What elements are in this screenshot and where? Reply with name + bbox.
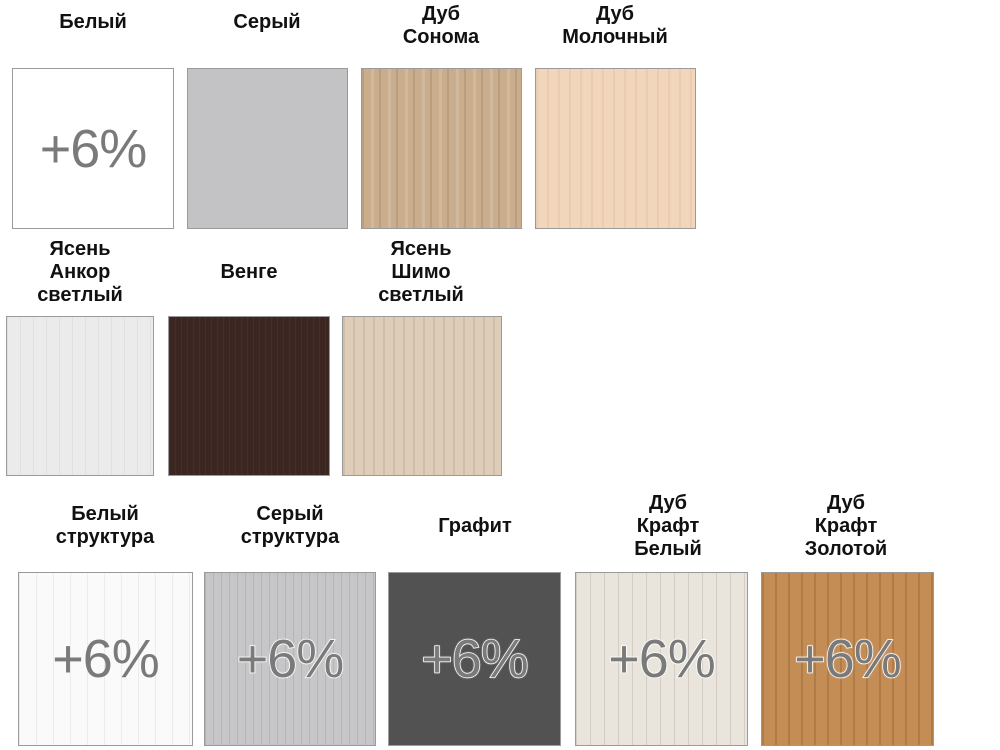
color-swatch[interactable]	[6, 316, 154, 476]
price-surcharge-badge: +6%	[52, 629, 160, 689]
swatch-label: Белый структура	[5, 503, 205, 549]
swatch-label: Дуб Крафт Белый	[568, 492, 768, 561]
color-swatch[interactable]	[535, 68, 696, 229]
swatch-label: Дуб Сонома	[341, 3, 541, 49]
swatch-label-line: Сонома	[402, 26, 480, 48]
swatch-label-line: Дуб	[649, 492, 687, 514]
swatch-label: Белый	[0, 11, 193, 34]
swatch-label-line: Крафт	[636, 515, 700, 537]
swatch-label-line: Ясень	[49, 238, 111, 260]
color-swatch[interactable]	[187, 68, 348, 229]
swatch-label-line: Золотой	[804, 538, 888, 560]
swatch-label-line: Крафт	[814, 515, 878, 537]
swatch-label-line: Шимо	[391, 261, 451, 283]
swatch-label: Ясень Анкор светлый	[0, 238, 180, 307]
price-surcharge-badge: +6%	[793, 628, 902, 690]
swatch-label: Ясень Шимо светлый	[321, 238, 521, 307]
price-surcharge-badge: +6%	[607, 628, 716, 690]
swatch-label-line: Дуб	[596, 3, 634, 25]
color-swatch[interactable]: +6%	[388, 572, 561, 746]
swatch-label-line: Серый	[256, 503, 324, 525]
color-swatch[interactable]: +6%	[18, 572, 193, 746]
swatch-label-line: светлый	[37, 284, 123, 306]
color-swatch[interactable]	[168, 316, 330, 476]
price-surcharge-badge: +6%	[236, 628, 345, 690]
swatch-label-line: Белый	[71, 503, 139, 525]
swatch-label-line: Дуб	[827, 492, 865, 514]
swatch-label-line: Венге	[220, 261, 278, 283]
swatch-label-line: Анкор	[49, 261, 111, 283]
swatch-label: Дуб Крафт Золотой	[746, 492, 946, 561]
swatch-label: Серый	[167, 11, 367, 34]
swatch-label-line: Ясень	[390, 238, 452, 260]
color-swatch[interactable]: +6%	[12, 68, 174, 229]
swatch-label: Дуб Молочный	[515, 3, 715, 49]
color-swatch[interactable]: +6%	[204, 572, 376, 746]
color-swatch[interactable]	[361, 68, 522, 229]
swatch-label-line: Белый	[59, 11, 127, 33]
swatch-label-line: Дуб	[422, 3, 460, 25]
color-swatch[interactable]: +6%	[761, 572, 934, 746]
color-swatch[interactable]: +6%	[575, 572, 748, 746]
swatch-label-line: структура	[55, 526, 155, 548]
swatch-label-line: Серый	[233, 11, 301, 33]
swatch-label: Графит	[375, 515, 575, 538]
swatch-label: Венге	[149, 261, 349, 284]
price-surcharge-badge: +6%	[39, 118, 148, 179]
swatch-label-line: Белый	[634, 538, 702, 560]
price-surcharge-badge: +6%	[420, 628, 529, 690]
swatch-label: Серый структура	[190, 503, 390, 549]
swatch-label-line: структура	[240, 526, 340, 548]
color-swatch[interactable]	[342, 316, 502, 476]
swatch-label-line: светлый	[378, 284, 464, 306]
swatch-label-line: Молочный	[562, 26, 668, 48]
swatch-label-line: Графит	[438, 515, 512, 537]
